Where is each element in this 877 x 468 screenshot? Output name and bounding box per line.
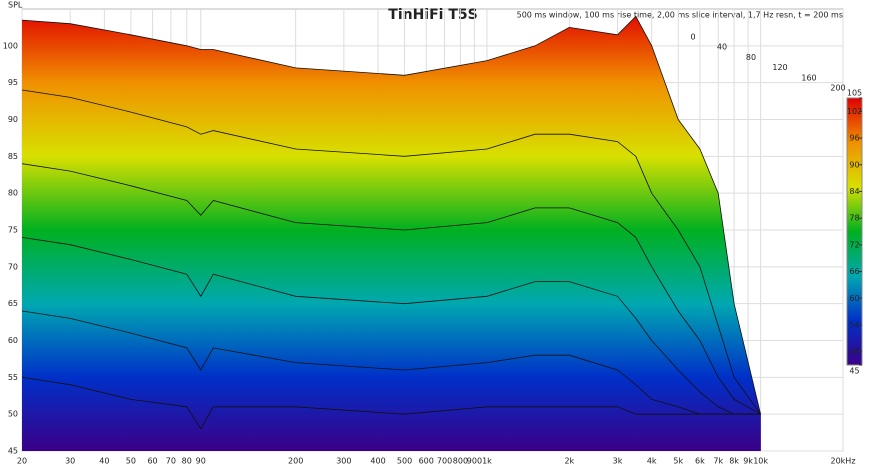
z-tick-label: 40 bbox=[717, 43, 727, 52]
chart-title: TinHiFi T5S bbox=[388, 7, 477, 23]
y-tick-label: 100 bbox=[3, 41, 18, 50]
slice-line bbox=[21, 163, 761, 415]
z-tick-label: 0 bbox=[690, 33, 695, 42]
colorbar-tick-label: 48 bbox=[849, 347, 859, 356]
colorbar-tick-label: 90 bbox=[849, 160, 859, 169]
slice-line bbox=[21, 15, 761, 415]
y-tick-label: 80 bbox=[8, 189, 18, 198]
x-tick-label: 6k bbox=[695, 457, 705, 466]
x-tick-label: 60 bbox=[147, 457, 157, 466]
colorbar-tick-label: 54 bbox=[849, 320, 859, 329]
x-tick-label: 800 bbox=[453, 457, 468, 466]
x-tick-label: 40 bbox=[99, 457, 109, 466]
y-tick-label: 85 bbox=[8, 152, 18, 161]
x-tick-label: 3k bbox=[613, 457, 623, 466]
x-tick-label: 50 bbox=[126, 457, 136, 466]
y-tick-label: 95 bbox=[8, 78, 18, 87]
y-tick-label: 75 bbox=[8, 226, 18, 235]
colorbar-tick-label: 72 bbox=[849, 240, 859, 249]
colorbar-tick-label: 78 bbox=[849, 214, 859, 223]
x-tick-label: 700 bbox=[437, 457, 452, 466]
x-tick-label: 400 bbox=[370, 457, 385, 466]
x-tick-label: 500 bbox=[397, 457, 412, 466]
slice-line bbox=[21, 376, 761, 430]
colorbar bbox=[846, 97, 863, 366]
z-tick-label: 200 bbox=[830, 84, 845, 93]
x-tick-label: 10k bbox=[753, 457, 768, 466]
y-tick-label: 50 bbox=[8, 410, 18, 419]
x-tick-label: 9k bbox=[743, 457, 753, 466]
x-tick-label: 300 bbox=[336, 457, 351, 466]
slice-area bbox=[22, 377, 761, 451]
x-tick-label: 600 bbox=[419, 457, 434, 466]
y-tick-label: 90 bbox=[8, 115, 18, 124]
y-tick-label: 70 bbox=[8, 262, 18, 271]
slice-line bbox=[21, 89, 761, 415]
x-tick-label: 900 bbox=[467, 457, 482, 466]
colorbar-tick-label: 60 bbox=[849, 294, 859, 303]
x-tick-label: 200 bbox=[288, 457, 303, 466]
colorbar-tick-label: 45 bbox=[849, 367, 859, 376]
colorbar-tick-label: 66 bbox=[849, 267, 859, 276]
y-tick-label: 55 bbox=[8, 373, 18, 382]
x-tick-label: 80 bbox=[182, 457, 192, 466]
z-tick-label: 160 bbox=[801, 73, 816, 82]
x-tick-label: 4k bbox=[647, 457, 657, 466]
y-axis-label: SPL bbox=[8, 1, 23, 10]
z-tick-label: 120 bbox=[772, 63, 787, 72]
y-tick-label: 60 bbox=[8, 336, 18, 345]
y-tick-label: 65 bbox=[8, 299, 18, 308]
x-tick-label: 7k bbox=[713, 457, 723, 466]
x-tick-label: 20kHz bbox=[830, 457, 855, 466]
y-tick-label: 45 bbox=[8, 447, 18, 456]
z-tick-label: 80 bbox=[746, 53, 756, 62]
colorbar-tick-label: 84 bbox=[849, 187, 859, 196]
x-tick-label: 70 bbox=[166, 457, 176, 466]
slice-line bbox=[21, 237, 761, 415]
x-tick-label: 20 bbox=[17, 457, 27, 466]
colorbar-tick-label: 96 bbox=[849, 134, 859, 143]
x-tick-label: 8k bbox=[729, 457, 739, 466]
colorbar-tick-label: 102 bbox=[847, 107, 862, 116]
colorbar-tick-label: 105 bbox=[847, 89, 862, 98]
x-tick-label: 1k bbox=[482, 457, 492, 466]
x-tick-label: 2k bbox=[564, 457, 574, 466]
x-tick-label: 90 bbox=[196, 457, 206, 466]
chart-subtitle: 500 ms window, 100 ms rise time, 2,00 ms… bbox=[517, 11, 843, 20]
x-tick-label: 5k bbox=[673, 457, 683, 466]
x-tick-label: 30 bbox=[65, 457, 75, 466]
